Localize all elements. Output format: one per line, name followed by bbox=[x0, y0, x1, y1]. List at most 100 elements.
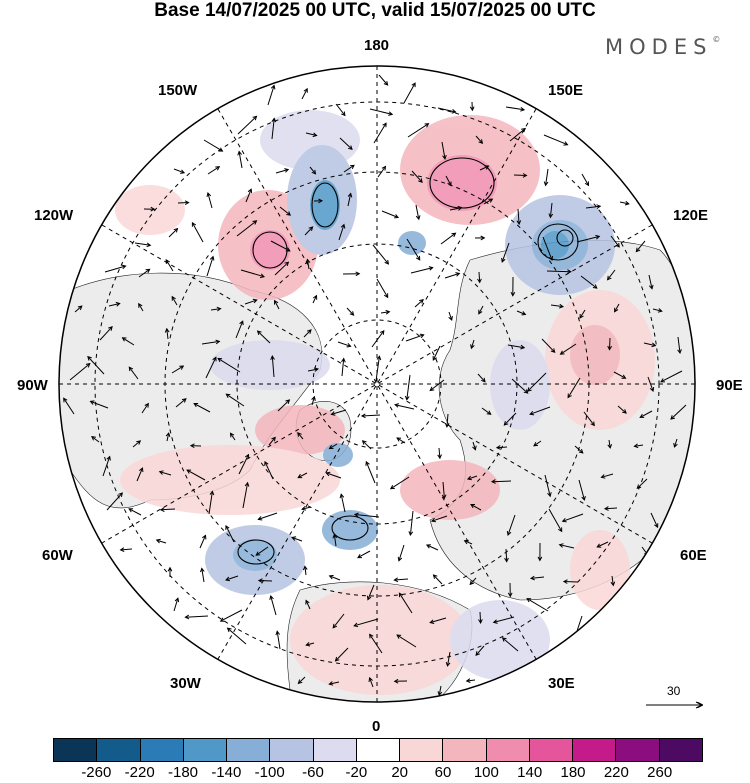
wind-vector bbox=[311, 396, 315, 406]
wind-vector-head bbox=[340, 223, 346, 229]
wind-vector-head bbox=[219, 617, 225, 622]
wind-vector bbox=[208, 491, 213, 515]
wind-vector bbox=[156, 539, 167, 544]
lon-label-150e: 150E bbox=[548, 82, 584, 99]
wind-vector bbox=[550, 304, 564, 308]
wind-vector-head bbox=[393, 678, 399, 684]
wind-vector-head bbox=[144, 402, 149, 408]
wind-vector-head bbox=[578, 448, 584, 454]
wind-vector-head bbox=[145, 268, 151, 274]
wind-vector bbox=[193, 403, 211, 413]
wind-vector-head bbox=[651, 342, 657, 348]
wind-vector-head bbox=[297, 679, 303, 685]
colorbar-tick-label: 140 bbox=[517, 764, 543, 781]
wind-vector-head bbox=[328, 574, 334, 580]
wind-vector-head bbox=[257, 578, 263, 584]
wind-vector-head bbox=[563, 141, 569, 146]
colorbar-ticks: -260 -220 -180 -140 -100 -60 -20 20 60 100 140 180 2… bbox=[53, 764, 703, 782]
wind-vector bbox=[446, 413, 449, 427]
wind-vector bbox=[102, 456, 111, 477]
wind-vector bbox=[530, 576, 545, 579]
wind-vector bbox=[165, 259, 174, 272]
wind-vector-head bbox=[264, 460, 269, 466]
wind-vector-head bbox=[526, 387, 532, 392]
wind-vector-head bbox=[475, 651, 480, 656]
wind-vector-head bbox=[297, 473, 303, 479]
colorbar-swatch bbox=[572, 739, 616, 761]
wind-vector bbox=[361, 414, 381, 417]
wind-vector bbox=[411, 170, 423, 183]
wind-vector-head bbox=[639, 413, 645, 418]
wind-vector-head bbox=[301, 506, 307, 511]
wind-vector bbox=[332, 613, 345, 629]
wind-vector-head bbox=[523, 389, 529, 394]
wind-vector-head bbox=[353, 512, 359, 518]
wind-vector-head bbox=[269, 595, 274, 601]
colorbar-tick-label: -260 bbox=[81, 764, 112, 781]
wind-vector bbox=[396, 634, 417, 648]
wind-vector-head bbox=[559, 350, 565, 355]
wind-vector-head bbox=[209, 490, 215, 496]
wind-vector bbox=[271, 118, 275, 140]
wind-vector bbox=[244, 299, 257, 305]
wind-vector bbox=[563, 581, 579, 583]
wind-vector-head bbox=[158, 470, 164, 475]
wind-vector bbox=[596, 541, 609, 548]
wind-vector bbox=[478, 271, 481, 283]
wind-vector-head bbox=[522, 173, 528, 178]
wind-vector-head bbox=[501, 257, 506, 263]
wind-vector bbox=[505, 548, 508, 562]
wind-vector bbox=[660, 370, 683, 383]
colorbar-tick-label: 220 bbox=[603, 764, 629, 781]
wind-vector-head bbox=[383, 293, 389, 299]
wind-vector-head bbox=[415, 215, 421, 221]
wind-vector bbox=[581, 173, 589, 186]
wind-vector-head bbox=[247, 188, 253, 194]
wind-vector bbox=[141, 403, 149, 414]
wind-vector bbox=[583, 411, 595, 426]
wind-vector-head bbox=[121, 337, 127, 342]
wind-vector-head bbox=[428, 266, 434, 271]
wind-vector bbox=[138, 268, 150, 278]
wind-vector-head bbox=[305, 599, 310, 605]
wind-vector-head bbox=[229, 432, 235, 438]
wind-vector-head bbox=[596, 204, 602, 209]
wind-vector-head bbox=[381, 165, 387, 171]
wind-vector-head bbox=[558, 543, 564, 548]
lon-label-30w: 30W bbox=[170, 675, 201, 692]
wind-vector-head bbox=[603, 506, 609, 511]
wind-vector bbox=[191, 222, 204, 243]
wind-vector bbox=[340, 494, 346, 513]
wind-vector bbox=[648, 274, 653, 289]
wind-vector-head bbox=[206, 191, 212, 198]
wind-vector bbox=[526, 598, 549, 612]
wind-vector-head bbox=[379, 329, 385, 335]
wind-vector bbox=[381, 210, 399, 218]
wind-vector-head bbox=[284, 168, 290, 173]
wind-vector-head bbox=[202, 534, 207, 540]
wind-vector bbox=[329, 681, 340, 685]
wind-vector bbox=[438, 685, 442, 696]
wind-vector bbox=[255, 546, 269, 556]
wind-vector-head bbox=[318, 198, 324, 204]
wind-vector-head bbox=[415, 255, 421, 261]
wind-vector bbox=[610, 235, 620, 248]
wind-vector-head bbox=[548, 255, 553, 261]
wind-vector-head bbox=[159, 507, 165, 513]
wind-vector bbox=[267, 85, 275, 106]
colorbar-tick-label: -140 bbox=[211, 764, 242, 781]
wind-vector bbox=[441, 141, 446, 159]
wind-vector-head bbox=[606, 275, 612, 281]
wind-vector bbox=[177, 202, 189, 204]
wind-vector bbox=[312, 295, 317, 304]
colorbar-tick-label: 180 bbox=[560, 764, 586, 781]
wind-vector-head bbox=[600, 474, 606, 479]
wind-vector-head bbox=[425, 544, 431, 549]
lon-label-0: 0 bbox=[372, 718, 381, 735]
wind-vector-head bbox=[270, 84, 276, 90]
colorbar-swatch bbox=[182, 739, 227, 761]
wind-vector-head bbox=[346, 342, 352, 348]
wind-vector bbox=[544, 474, 551, 497]
wind-vector bbox=[505, 106, 525, 111]
wind-vector-head bbox=[212, 356, 217, 362]
